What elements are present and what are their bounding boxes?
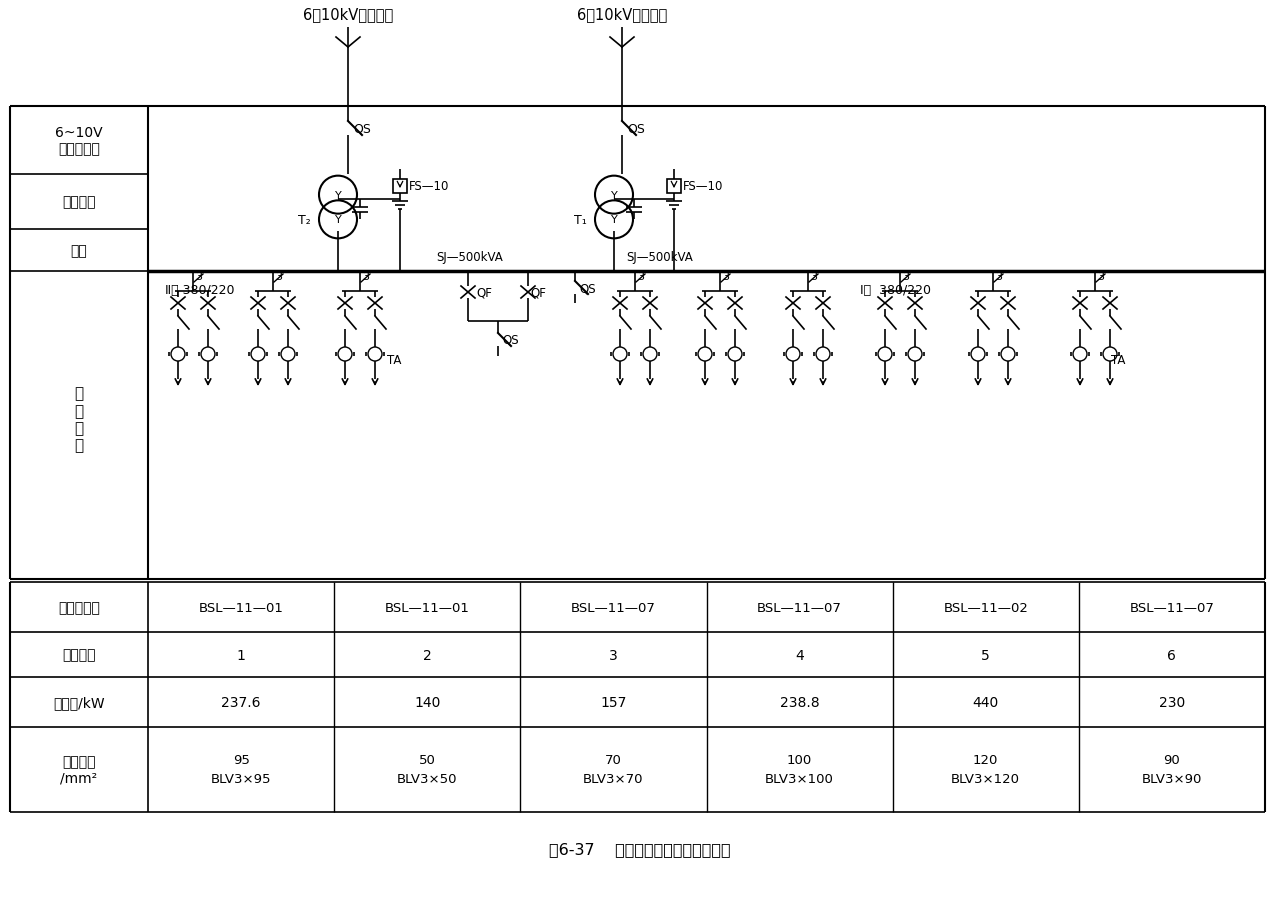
Text: BSL—11—02: BSL—11—02 <box>943 601 1028 614</box>
Text: 90
BLV3×90: 90 BLV3×90 <box>1142 753 1202 785</box>
Text: Y: Y <box>611 215 617 225</box>
Text: 70
BLV3×70: 70 BLV3×70 <box>584 753 644 785</box>
Text: 车间编号: 车间编号 <box>63 648 96 661</box>
Text: QF: QF <box>476 286 492 299</box>
Text: QS: QS <box>579 282 595 295</box>
Text: 导线面积
/mm²: 导线面积 /mm² <box>60 754 97 784</box>
Text: BSL—11—07: BSL—11—07 <box>1129 601 1215 614</box>
Text: 3: 3 <box>609 648 618 661</box>
Text: Y: Y <box>334 215 342 225</box>
Text: 120
BLV3×120: 120 BLV3×120 <box>951 753 1020 785</box>
Text: 3: 3 <box>275 271 282 281</box>
Text: 3: 3 <box>810 271 817 281</box>
Text: 440: 440 <box>973 695 998 710</box>
Text: Ⅰ段  380/220: Ⅰ段 380/220 <box>860 283 931 296</box>
Text: 238.8: 238.8 <box>780 695 819 710</box>
Text: T₁: T₁ <box>575 213 588 227</box>
Text: 230: 230 <box>1158 695 1185 710</box>
Text: 1: 1 <box>237 648 246 661</box>
Text: BSL—11—07: BSL—11—07 <box>571 601 655 614</box>
Text: BSL—11—07: BSL—11—07 <box>758 601 842 614</box>
Text: 3: 3 <box>637 271 644 281</box>
Text: T₂: T₂ <box>298 213 311 227</box>
Text: BSL—11—01: BSL—11—01 <box>385 601 470 614</box>
Text: BSL—11—01: BSL—11—01 <box>198 601 284 614</box>
Text: 4: 4 <box>795 648 804 661</box>
Text: 5: 5 <box>982 648 991 661</box>
Text: 3: 3 <box>722 271 730 281</box>
Text: 3: 3 <box>1097 271 1103 281</box>
Text: QS: QS <box>502 333 518 346</box>
Text: 140: 140 <box>413 695 440 710</box>
Text: SJ—500kVA: SJ—500kVA <box>627 251 694 264</box>
Text: 配电屏型号: 配电屏型号 <box>58 600 100 614</box>
Text: QF: QF <box>530 286 545 299</box>
Text: 100
BLV3×100: 100 BLV3×100 <box>765 753 835 785</box>
Text: Ⅱ段 380/220: Ⅱ段 380/220 <box>165 283 234 296</box>
Text: 237.6: 237.6 <box>221 695 261 710</box>
Text: 50
BLV3×50: 50 BLV3×50 <box>397 753 457 785</box>
Text: FS—10: FS—10 <box>410 180 449 193</box>
Bar <box>393 179 407 194</box>
Text: QS: QS <box>627 122 645 136</box>
Text: 6～10kV架空进线: 6～10kV架空进线 <box>577 7 667 23</box>
Text: 图6-37    单母线分段放射式供电系统: 图6-37 单母线分段放射式供电系统 <box>549 842 731 856</box>
Text: 157: 157 <box>600 695 627 710</box>
Text: 3: 3 <box>902 271 909 281</box>
Text: 降压变电: 降压变电 <box>63 195 96 209</box>
Text: 3: 3 <box>995 271 1002 281</box>
Text: 3: 3 <box>195 271 202 281</box>
Text: 负荷量/kW: 负荷量/kW <box>54 695 105 710</box>
Text: Y: Y <box>334 190 342 200</box>
Text: QS: QS <box>353 122 371 136</box>
Text: 母线: 母线 <box>70 244 87 258</box>
Text: 6～10kV架空进线: 6～10kV架空进线 <box>303 7 393 23</box>
Text: 2: 2 <box>422 648 431 661</box>
Text: SJ—500kVA: SJ—500kVA <box>436 251 503 264</box>
Text: TA: TA <box>1111 353 1125 366</box>
Text: 6~10V
户外架空进: 6~10V 户外架空进 <box>55 126 102 156</box>
Text: Y: Y <box>611 190 617 200</box>
Text: FS—10: FS—10 <box>684 180 723 193</box>
Text: 主
接
线
图: 主 接 线 图 <box>74 386 83 453</box>
Text: 6: 6 <box>1167 648 1176 661</box>
Bar <box>667 179 681 194</box>
Text: 95
BLV3×95: 95 BLV3×95 <box>211 753 271 785</box>
Text: 3: 3 <box>362 271 369 281</box>
Text: TA: TA <box>387 353 402 366</box>
